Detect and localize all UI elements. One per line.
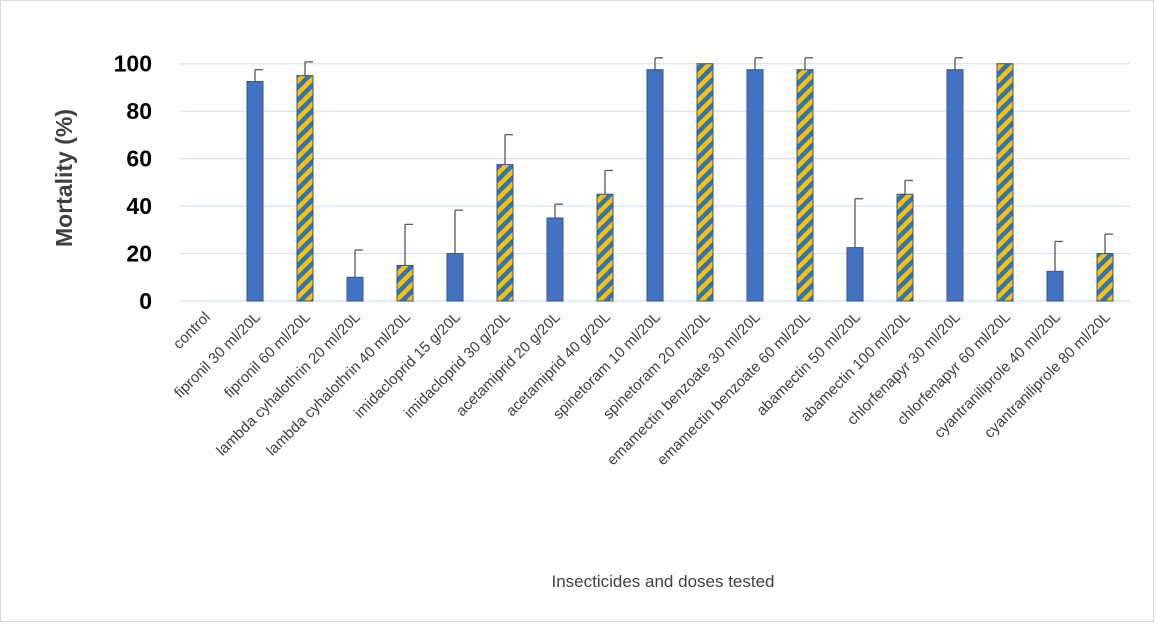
y-axis: 0 20 40 60 80 100: [114, 51, 1130, 314]
error-bar: [1104, 233, 1113, 254]
bar: [346, 276, 364, 302]
bar: [696, 63, 714, 302]
error-bar: [854, 198, 863, 248]
error-bar: [754, 57, 763, 70]
bar: [596, 193, 614, 302]
bar: [296, 75, 314, 302]
x-tick-label: fipronil 30 ml/20L: [171, 309, 264, 402]
error-bar: [804, 57, 813, 70]
bar: [446, 253, 464, 302]
x-tick-label: fipronil 60 ml/20L: [221, 309, 314, 402]
bar: [396, 264, 414, 302]
error-bar: [504, 134, 513, 165]
x-tick-label: control: [170, 309, 214, 353]
error-bar: [554, 203, 563, 218]
bar: [896, 193, 914, 302]
bar: [646, 69, 664, 302]
y-axis-label: Mortality (%): [51, 109, 77, 247]
error-bar: [454, 209, 463, 254]
error-bar: [654, 57, 663, 70]
error-bars: [254, 57, 1113, 278]
bars: [246, 63, 1114, 302]
y-tick-label: 40: [126, 193, 152, 219]
y-tick-label: 80: [126, 98, 152, 124]
bar: [546, 217, 564, 302]
bar: [1046, 270, 1064, 302]
error-bar: [404, 223, 413, 266]
bar: [946, 69, 964, 302]
bar: [746, 69, 764, 302]
error-bar: [604, 169, 613, 195]
bar: [846, 247, 864, 302]
y-tick-label: 20: [126, 241, 152, 267]
bar: [246, 81, 264, 302]
error-bar: [254, 69, 263, 82]
error-bar: [304, 61, 313, 76]
y-tick-label: 60: [126, 146, 152, 172]
y-tick-label: 100: [114, 51, 152, 77]
y-tick-label: 0: [139, 288, 152, 314]
error-bar: [904, 179, 913, 195]
bar: [496, 164, 514, 302]
bar: [1096, 253, 1114, 302]
bar: [996, 63, 1014, 302]
bar: [796, 69, 814, 302]
error-bar: [954, 57, 963, 70]
error-bar: [354, 249, 363, 278]
error-bar: [1054, 240, 1063, 272]
x-axis-label: Insecticides and doses tested: [551, 572, 774, 591]
